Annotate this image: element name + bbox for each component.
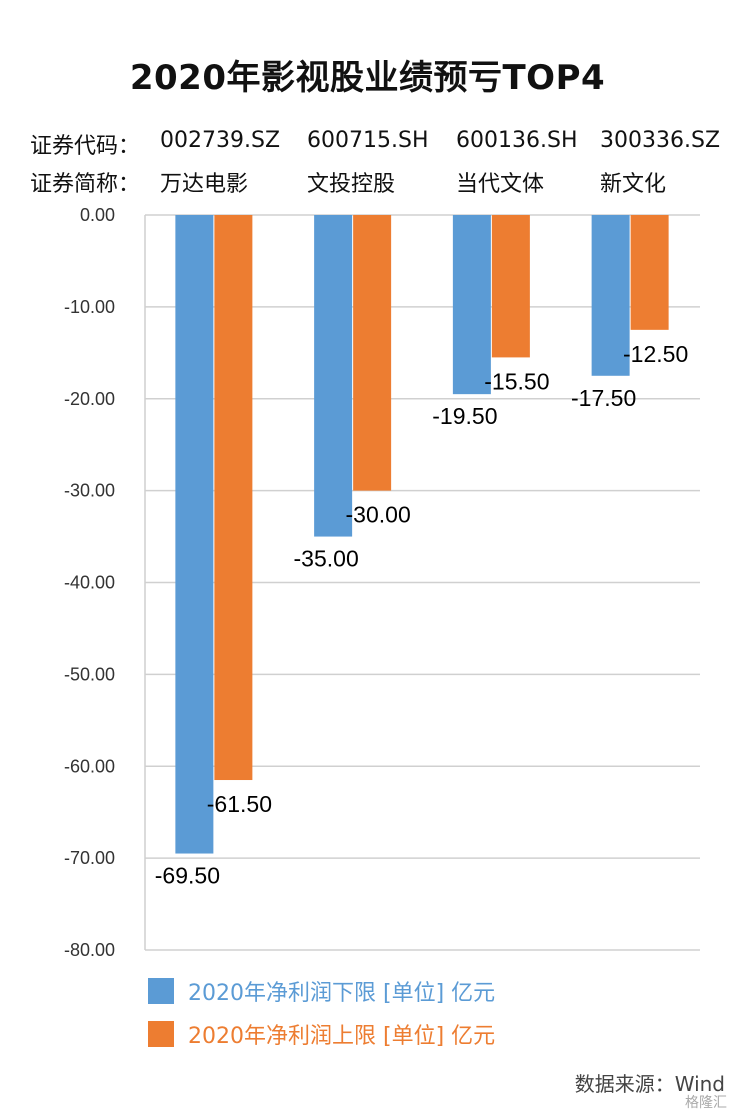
y-tick-label: 0.00	[80, 205, 115, 225]
watermark: 格隆汇	[685, 1095, 727, 1111]
legend-swatch-upper	[148, 1021, 174, 1047]
y-tick-label: -60.00	[64, 756, 115, 776]
bar	[491, 215, 530, 358]
bar	[591, 215, 630, 376]
data-label: -19.50	[432, 403, 497, 429]
bar	[314, 215, 353, 537]
security-code: 600715.SH	[307, 128, 429, 153]
security-code: 600136.SH	[456, 128, 578, 153]
security-name: 文投控股	[307, 172, 396, 197]
y-tick-label: -80.00	[64, 940, 115, 960]
name-label: 证券简称：	[30, 172, 141, 197]
y-tick-label: -30.00	[64, 481, 115, 501]
bar	[175, 215, 214, 854]
legend-swatch-lower	[148, 978, 174, 1004]
data-label: -35.00	[294, 546, 359, 572]
data-label: -61.50	[207, 791, 272, 817]
security-code-row: 证券代码： 002739.SZ 600715.SH 600136.SH 3003…	[0, 128, 735, 164]
data-label: -12.50	[623, 341, 688, 367]
bar	[630, 215, 669, 330]
security-name: 当代文体	[456, 172, 545, 197]
data-label: -15.50	[484, 368, 549, 394]
bar	[353, 215, 392, 491]
y-tick-label: -50.00	[64, 664, 115, 684]
bar-chart: 0.00 -10.00 -20.00 -30.00 -40.00 -50.00 -60.00…	[64, 205, 700, 960]
legend-label-upper: 2020年净利润上限 [单位] 亿元	[188, 1024, 496, 1049]
security-name-row: 证券简称： 万达电影 文投控股 当代文体 新文化	[0, 166, 735, 202]
legend-item-upper: 2020年净利润上限 [单位] 亿元	[148, 1018, 495, 1050]
y-tick-label: -10.00	[64, 297, 115, 317]
y-tick-label: -40.00	[64, 573, 115, 593]
security-name: 新文化	[600, 172, 667, 197]
security-code: 300336.SZ	[600, 128, 721, 153]
legend-item-lower: 2020年净利润下限 [单位] 亿元	[148, 975, 495, 1007]
security-code: 002739.SZ	[160, 128, 281, 153]
data-label: -17.50	[571, 385, 636, 411]
data-source: 数据来源：Wind	[574, 1072, 725, 1096]
bar	[452, 215, 491, 395]
code-label: 证券代码：	[30, 134, 141, 159]
data-label: -30.00	[346, 502, 411, 528]
bar	[214, 215, 253, 781]
legend-label-lower: 2020年净利润下限 [单位] 亿元	[188, 981, 496, 1006]
y-tick-label: -20.00	[64, 389, 115, 409]
security-name: 万达电影	[160, 172, 249, 197]
data-label: -69.50	[155, 863, 220, 889]
chart-title: 2020年影视股业绩预亏TOP4	[129, 58, 606, 98]
y-tick-label: -70.00	[64, 848, 115, 868]
